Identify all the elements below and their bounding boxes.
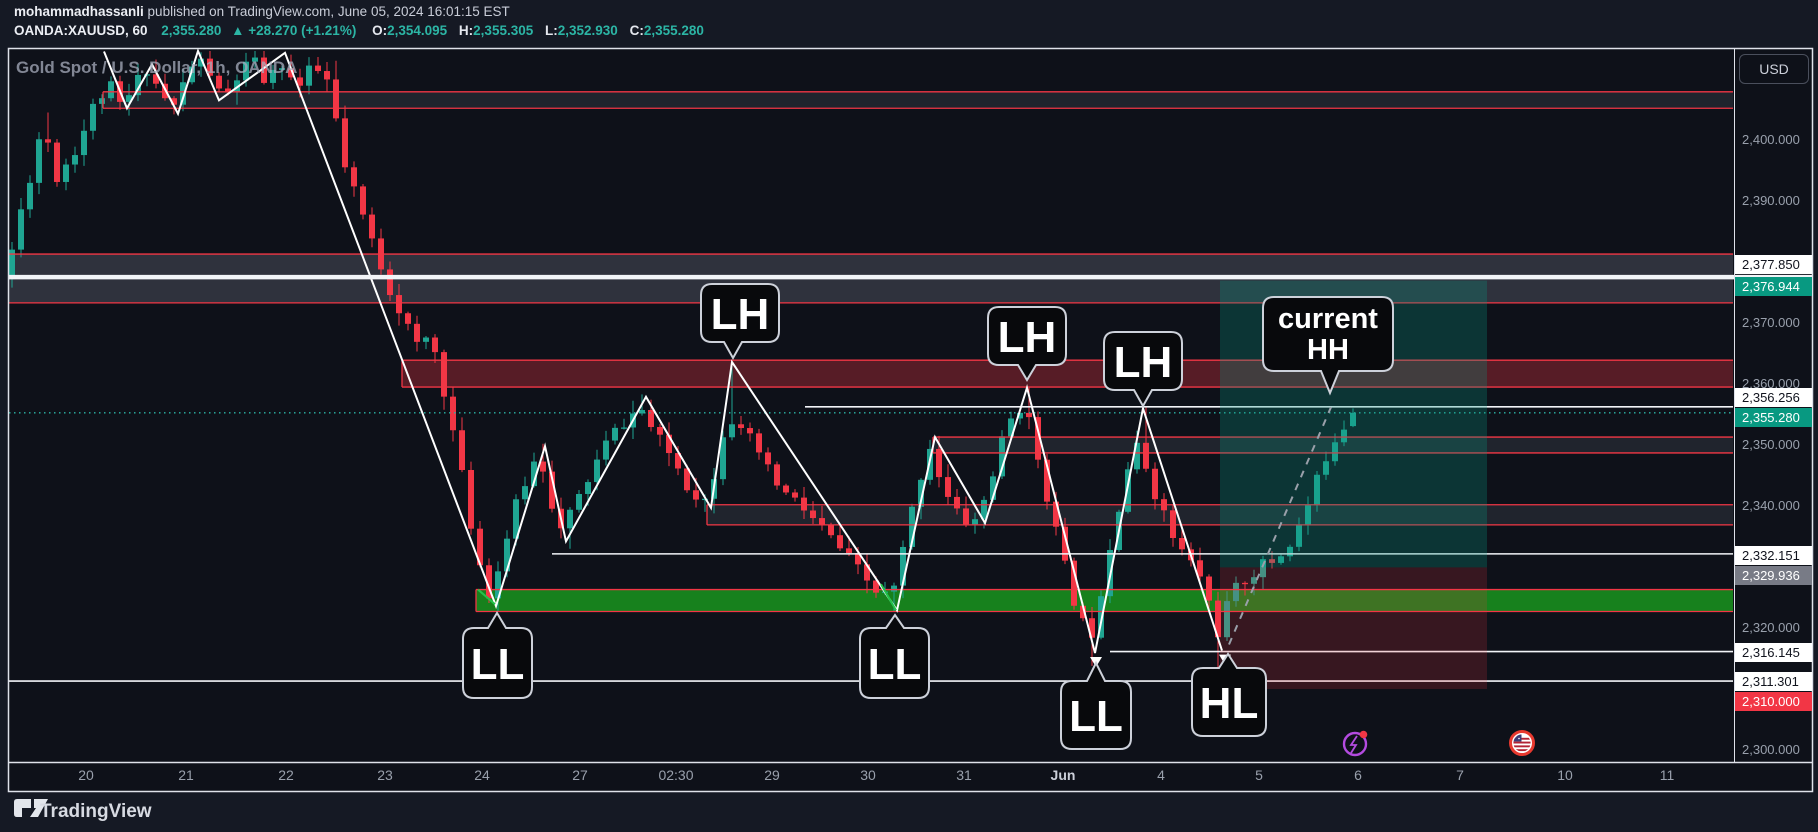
time-tick: 4: [1157, 767, 1165, 783]
high-label: H:: [458, 23, 474, 38]
price-tick: 2,340.000: [1742, 498, 1800, 513]
footer-bar: TradingView: [0, 792, 1818, 832]
position-loss-box: [1220, 567, 1487, 689]
event-markers[interactable]: [1342, 730, 1535, 757]
swing-label-LL[interactable]: LL: [1060, 660, 1132, 750]
author-name: mohammadhassanli: [14, 4, 144, 19]
time-tick: 24: [474, 767, 490, 783]
time-tick: 10: [1557, 767, 1573, 783]
time-tick: 20: [78, 767, 94, 783]
time-tick: 29: [764, 767, 780, 783]
price-tick: 2,390.000: [1742, 193, 1800, 208]
price-axis[interactable]: 2,400.000 2,390.000 2,370.000 2,360.000 2,35…: [1735, 49, 1812, 762]
close-label: C:: [629, 23, 644, 38]
low-label: L:: [545, 23, 558, 38]
time-tick: 11: [1659, 767, 1675, 783]
swing-label-LL[interactable]: LL: [462, 611, 533, 699]
swing-label-LH[interactable]: LH: [1103, 331, 1183, 409]
time-tick: 5: [1255, 767, 1263, 783]
svg-text:LH: LH: [998, 313, 1057, 362]
price-tick: 2,400.000: [1742, 132, 1800, 147]
price-label-teal: 2,355.280: [1735, 407, 1812, 427]
upper-supply-zone: [103, 91, 1733, 109]
open-value: 2,354.095: [387, 23, 448, 38]
swing-label-LL[interactable]: LL: [859, 613, 930, 699]
svg-text:LL: LL: [1069, 692, 1123, 741]
time-tick: 02:30: [658, 767, 694, 783]
svg-text:LH: LH: [711, 290, 770, 339]
low-value: 2,352.930: [557, 23, 618, 38]
time-tick: 30: [860, 767, 876, 783]
price-label-white: 2,377.850: [1735, 254, 1812, 274]
svg-text:LH: LH: [1114, 338, 1173, 387]
price-tick: 2,300.000: [1742, 742, 1800, 757]
time-tick: Jun: [1050, 767, 1076, 783]
supply-zone-2360: [402, 360, 1733, 388]
price-label-white: 2,332.151: [1735, 545, 1812, 565]
svg-text:HL: HL: [1200, 679, 1259, 728]
time-tick: 21: [178, 767, 194, 783]
time-tick: 22: [278, 767, 294, 783]
swing-label-LH[interactable]: LH: [987, 306, 1067, 382]
levels[interactable]: [9, 91, 1745, 682]
swing-label-LH[interactable]: LH: [700, 283, 780, 361]
high-value: 2,355.305: [473, 23, 534, 38]
chart-watermark: Gold Spot / U.S. Dollar, 1h, OANDA: [16, 58, 298, 77]
price-tick: 2,320.000: [1742, 620, 1800, 635]
time-tick: 31: [956, 767, 972, 783]
price-tick: 2,350.000: [1742, 437, 1800, 452]
tradingview-logo-icon[interactable]: [13, 798, 49, 824]
price-label-white: 2,356.256: [1735, 387, 1812, 407]
price-change: ▲ +28.270 (+1.21%): [231, 23, 357, 38]
swing-label-HL[interactable]: HL: [1191, 652, 1267, 737]
symbol-info-bar: OANDA:XAUUSD, 60 2,355.280 ▲ +28.270 (+1…: [14, 23, 712, 38]
svg-text:LL: LL: [868, 640, 922, 689]
byline: mohammadhassanli published on TradingVie…: [14, 4, 510, 19]
price-tick: 2,360.000: [1742, 376, 1800, 391]
time-tick: 23: [377, 767, 393, 783]
chart-frame: [7, 47, 1814, 793]
open-label: O:: [372, 23, 388, 38]
time-tick: 7: [1456, 767, 1464, 783]
price-label-red: 2,310.000: [1735, 691, 1812, 711]
byline-text: published on TradingView.com, June 05, 2…: [143, 4, 510, 19]
price-label-teal: 2,376.944: [1735, 276, 1812, 296]
price-label-white: 2,311.301: [1735, 671, 1812, 691]
brand-name[interactable]: TradingView: [40, 801, 152, 822]
lightning-icon: [1342, 731, 1368, 757]
time-tick: 6: [1354, 767, 1362, 783]
time-tick: 27: [572, 767, 588, 783]
zigzag-line: [103, 49, 1223, 654]
close-value: 2,355.280: [643, 23, 704, 38]
symbol-name: OANDA:XAUUSD, 60: [14, 23, 148, 38]
price-label-gray: 2,329.936: [1735, 565, 1812, 585]
time-axis[interactable]: 20 21 22 23 24 27 02:30 29 30 31 Jun 4 5 6 7 10 11: [9, 763, 1734, 791]
price-label-white: 2,316.145: [1735, 642, 1812, 662]
last-price: 2,355.280: [161, 23, 222, 38]
swing-label-current-HH[interactable]: current HH: [1262, 296, 1394, 396]
zigzag-drawing[interactable]: [103, 49, 1332, 668]
zigzag-dashed-leg: [1228, 406, 1332, 645]
swing-labels: LH LH LH current HH LL LL LL HL: [462, 283, 1394, 750]
svg-text:LL: LL: [471, 640, 525, 689]
currency-button[interactable]: USD: [1739, 54, 1809, 84]
price-tick: 2,370.000: [1742, 315, 1800, 330]
